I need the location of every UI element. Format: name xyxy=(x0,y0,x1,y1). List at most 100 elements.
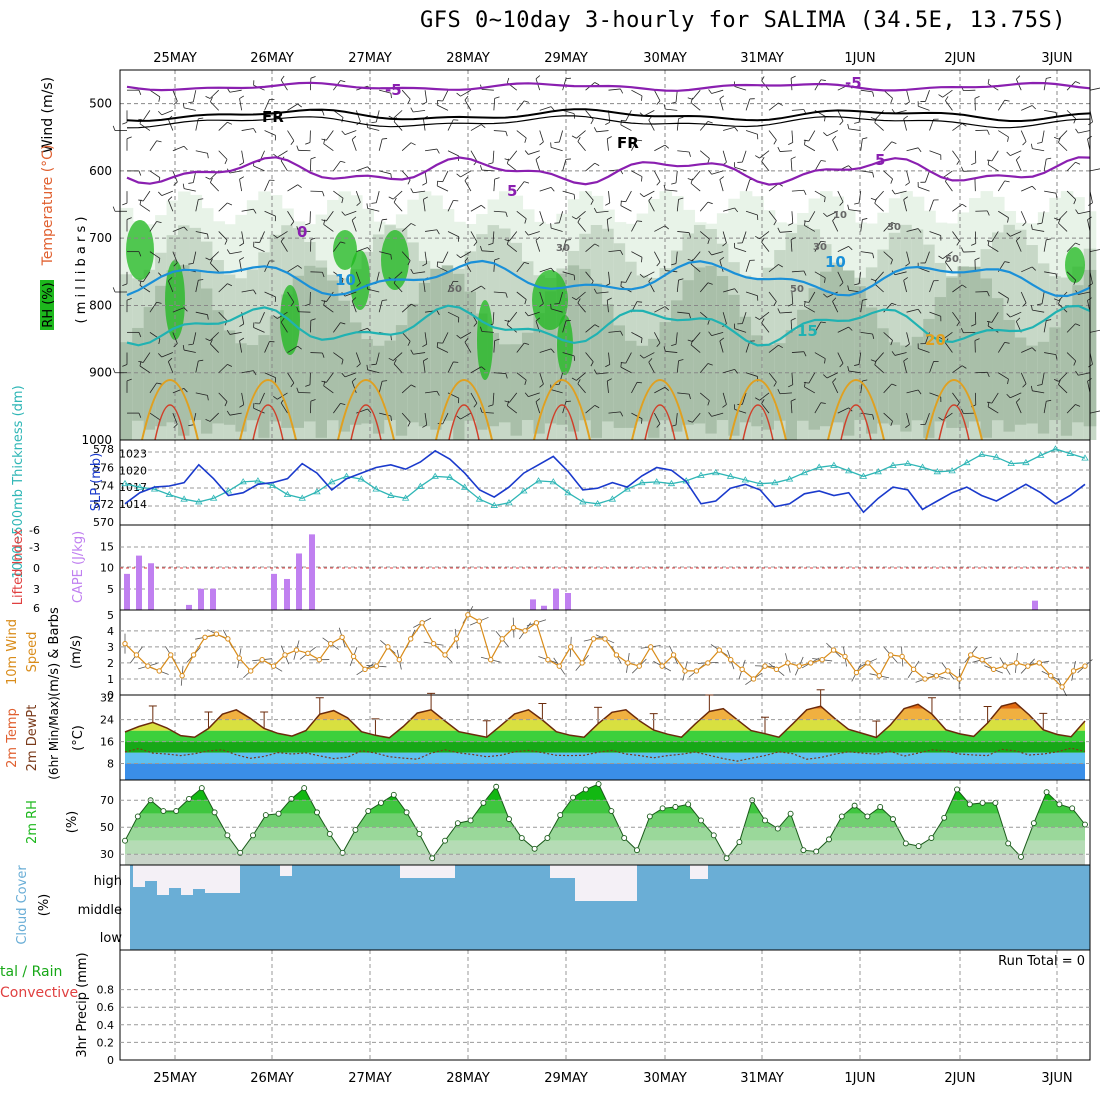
wind-barb xyxy=(837,352,844,364)
wind-barb xyxy=(539,348,552,353)
wind-barb xyxy=(998,372,1009,380)
wind-barb-flag xyxy=(227,121,233,125)
wind-barb xyxy=(768,102,779,111)
wind-barb xyxy=(172,412,178,425)
wind-barb xyxy=(509,150,518,161)
wind-barb xyxy=(745,291,758,297)
wind-barb xyxy=(675,413,678,426)
wind-barb xyxy=(516,342,525,353)
wind-speed-marker xyxy=(1025,663,1031,669)
wind-barb-flag xyxy=(905,101,910,106)
wind-speed-marker xyxy=(716,647,722,653)
wind-barb-flag xyxy=(577,217,581,223)
rh-marker xyxy=(1030,820,1037,827)
wind-barb xyxy=(837,110,844,122)
wind-barb-flag xyxy=(138,170,142,176)
rh-high-area xyxy=(165,260,185,340)
wind-tick-label: 2 xyxy=(107,657,114,670)
wind-barb xyxy=(722,392,727,405)
wind-barb-flag xyxy=(1058,137,1061,143)
li-tick-label: 0 xyxy=(33,562,40,575)
cape-bar xyxy=(530,599,536,610)
wind-barb xyxy=(745,341,751,353)
wind-barb xyxy=(837,326,849,333)
wind-barb-flag xyxy=(456,415,461,420)
cloud-gap xyxy=(205,865,240,893)
wind-barb xyxy=(631,251,643,258)
temperature-band xyxy=(125,752,1085,764)
wind-barb xyxy=(665,350,678,353)
wind-barb-flag xyxy=(641,418,643,424)
thickness-marker xyxy=(712,468,720,476)
thickness-marker xyxy=(357,475,366,482)
wind-barb-flag xyxy=(719,176,725,180)
wind-barb xyxy=(210,343,220,353)
wind-barb-flag xyxy=(620,200,622,206)
isotherm-20 xyxy=(729,379,787,441)
wind-barb-flag xyxy=(605,121,610,125)
wind-barb xyxy=(447,231,459,238)
wind-barb-flag xyxy=(839,201,844,206)
wind-barb-flag xyxy=(205,176,211,180)
wind-barb xyxy=(860,300,863,313)
wind-barb-flag xyxy=(891,222,897,225)
wind-barb xyxy=(874,364,884,374)
wind-barb xyxy=(692,170,701,181)
rh-shade-70 xyxy=(499,344,512,423)
wind-barb xyxy=(442,412,449,425)
rh-marker xyxy=(608,808,615,814)
wind-axis-label-1: 10m Wind xyxy=(5,619,20,685)
wind-barb xyxy=(493,340,496,353)
wind-barb xyxy=(665,189,678,192)
wind-barb-flag xyxy=(974,96,980,99)
wind-barb xyxy=(333,160,341,172)
wind-barb-flag xyxy=(986,401,993,404)
wind-barb xyxy=(761,403,770,414)
rh-shade-70 xyxy=(808,288,822,430)
wind-barb-flag xyxy=(734,288,739,293)
thickness-marker xyxy=(652,478,661,485)
wind-barb-flag xyxy=(862,137,868,140)
wind-barb xyxy=(942,251,953,260)
wind-barb-flag xyxy=(1030,224,1033,230)
rh-marker xyxy=(710,832,717,839)
wind-barb-flag xyxy=(1058,299,1061,305)
wind-barb-flag xyxy=(707,282,713,285)
wind-barb xyxy=(832,220,839,232)
wind-barb-flag xyxy=(524,379,527,386)
wind-barb xyxy=(952,392,960,403)
wind-barb-flag xyxy=(207,153,209,159)
wind-barb xyxy=(723,126,735,131)
wind-barb-flag xyxy=(340,402,346,406)
wind-barb xyxy=(367,288,380,293)
wind-barb-flag xyxy=(755,155,760,159)
wind-barb-flag xyxy=(505,131,508,137)
wind-barb-flag xyxy=(407,341,411,346)
wind-barb xyxy=(493,259,496,272)
wind-speed-marker xyxy=(122,640,128,647)
wind-speed-marker xyxy=(202,634,208,640)
wind-speed-marker xyxy=(350,653,357,660)
wind-barb-flag xyxy=(938,417,943,421)
thickness-marker xyxy=(313,488,321,495)
wind-barb-flag xyxy=(986,129,990,135)
rh-marker xyxy=(928,835,935,841)
wind-barb-flag xyxy=(481,285,486,290)
cape-tick-label: 10 xyxy=(100,562,114,575)
wind-barb-flag xyxy=(987,240,990,246)
wind-barb xyxy=(848,209,861,212)
wind-barb-flag xyxy=(297,265,302,269)
rh-tick-label: 50 xyxy=(100,821,114,834)
wind-barb xyxy=(1043,320,1047,333)
wind-panel-frame xyxy=(119,609,1091,696)
wind-barb-flag xyxy=(1075,242,1081,246)
wind-barb-flag xyxy=(790,237,796,241)
wind-barb xyxy=(550,308,563,313)
thickness-marker xyxy=(401,494,410,501)
wind-barb xyxy=(699,121,709,131)
wind-barb-flag xyxy=(1004,261,1010,263)
rh-marker xyxy=(595,781,602,787)
wind-barb xyxy=(1032,148,1045,152)
wind-barb xyxy=(1041,211,1045,224)
isotherm-25 xyxy=(938,404,970,441)
